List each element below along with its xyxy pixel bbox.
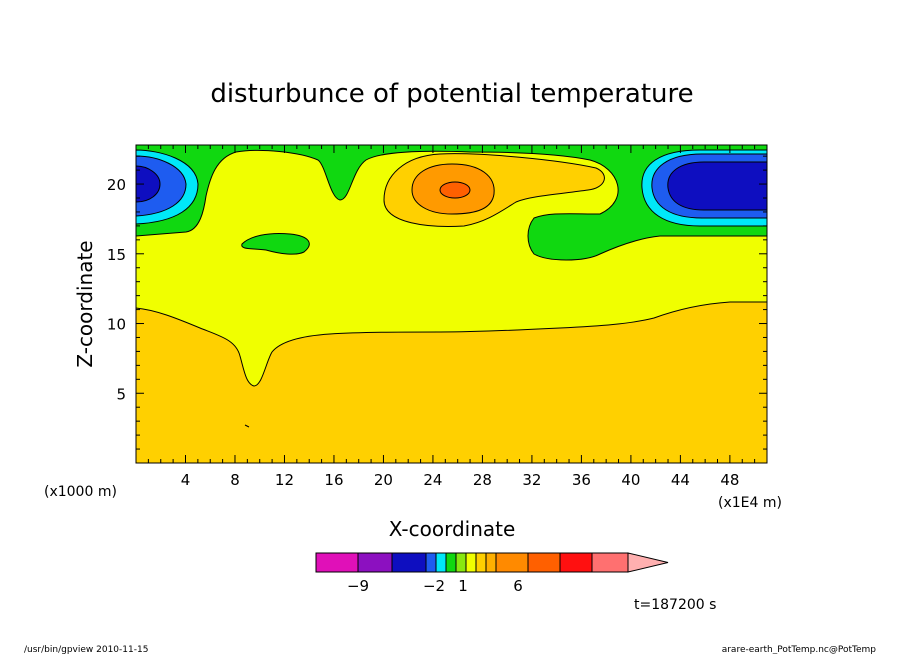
x-units-right: (x1E4 m) bbox=[718, 495, 782, 511]
colorbar-segment bbox=[425, 552, 437, 573]
y-tick-label: 5 bbox=[116, 385, 126, 403]
x-units-left: (x1000 m) bbox=[44, 484, 117, 500]
colorbar-label: −9 bbox=[347, 577, 369, 595]
contour-region-red-core bbox=[439, 181, 471, 199]
y-axis-ticks: 5 10 15 20 bbox=[107, 155, 767, 450]
y-tick-label: 10 bbox=[107, 316, 126, 334]
x-axis-label: X-coordinate bbox=[389, 517, 516, 541]
contour-field bbox=[135, 144, 768, 464]
x-tick-label: 16 bbox=[324, 471, 343, 489]
colorbar-segment bbox=[475, 552, 487, 573]
colorbar-segment bbox=[455, 552, 467, 573]
colorbar-labels: −9 −2 1 6 bbox=[347, 577, 523, 595]
x-tick-label: 4 bbox=[181, 471, 191, 489]
colorbar-segment bbox=[435, 552, 447, 573]
x-tick-label: 8 bbox=[230, 471, 240, 489]
x-tick-label: 24 bbox=[423, 471, 442, 489]
colorbar-label: 1 bbox=[458, 577, 468, 595]
plot-frame bbox=[135, 144, 768, 464]
x-tick-label: 40 bbox=[621, 471, 640, 489]
colorbar-segment bbox=[559, 552, 593, 573]
colorbar-arrow bbox=[627, 552, 669, 573]
x-tick-label: 44 bbox=[671, 471, 690, 489]
colorbar-segment bbox=[357, 552, 393, 573]
colorbar bbox=[315, 552, 669, 573]
y-tick-label: 20 bbox=[107, 176, 126, 194]
footer-left: /usr/bin/gpview 2010-11-15 bbox=[24, 645, 148, 654]
y-tick-label: 15 bbox=[107, 246, 126, 264]
colorbar-segment bbox=[465, 552, 477, 573]
colorbar-segment bbox=[495, 552, 529, 573]
colorbar-segment bbox=[591, 552, 629, 573]
contour-region-green-island bbox=[241, 233, 310, 255]
x-axis-ticks: 4 8 12 16 20 24 28 32 36 40 44 48 bbox=[147, 145, 768, 489]
time-label: t=187200 s bbox=[634, 597, 716, 613]
contour-region-navy-left bbox=[136, 165, 161, 203]
colorbar-label: 6 bbox=[513, 577, 523, 595]
colorbar-segment bbox=[315, 552, 359, 573]
x-tick-label: 28 bbox=[473, 471, 492, 489]
colorbar-label: −2 bbox=[423, 577, 445, 595]
x-tick-label: 32 bbox=[522, 471, 541, 489]
contour-region-orange-bottom bbox=[136, 301, 767, 463]
contour-region-navy-right bbox=[667, 161, 767, 211]
colorbar-segment bbox=[445, 552, 457, 573]
x-tick-label: 12 bbox=[275, 471, 294, 489]
colorbar-segment bbox=[391, 552, 427, 573]
colorbar-segment bbox=[527, 552, 561, 573]
chart-title: disturbunce of potential temperature bbox=[210, 79, 693, 109]
colorbar-segment bbox=[485, 552, 497, 573]
x-tick-label: 48 bbox=[720, 471, 739, 489]
contour-artifact bbox=[244, 424, 250, 428]
x-tick-label: 36 bbox=[572, 471, 591, 489]
footer-right: arare-earth_PotTemp.nc@PotTemp bbox=[722, 645, 877, 654]
x-tick-label: 20 bbox=[374, 471, 393, 489]
y-axis-label: Z-coordinate bbox=[73, 240, 97, 367]
